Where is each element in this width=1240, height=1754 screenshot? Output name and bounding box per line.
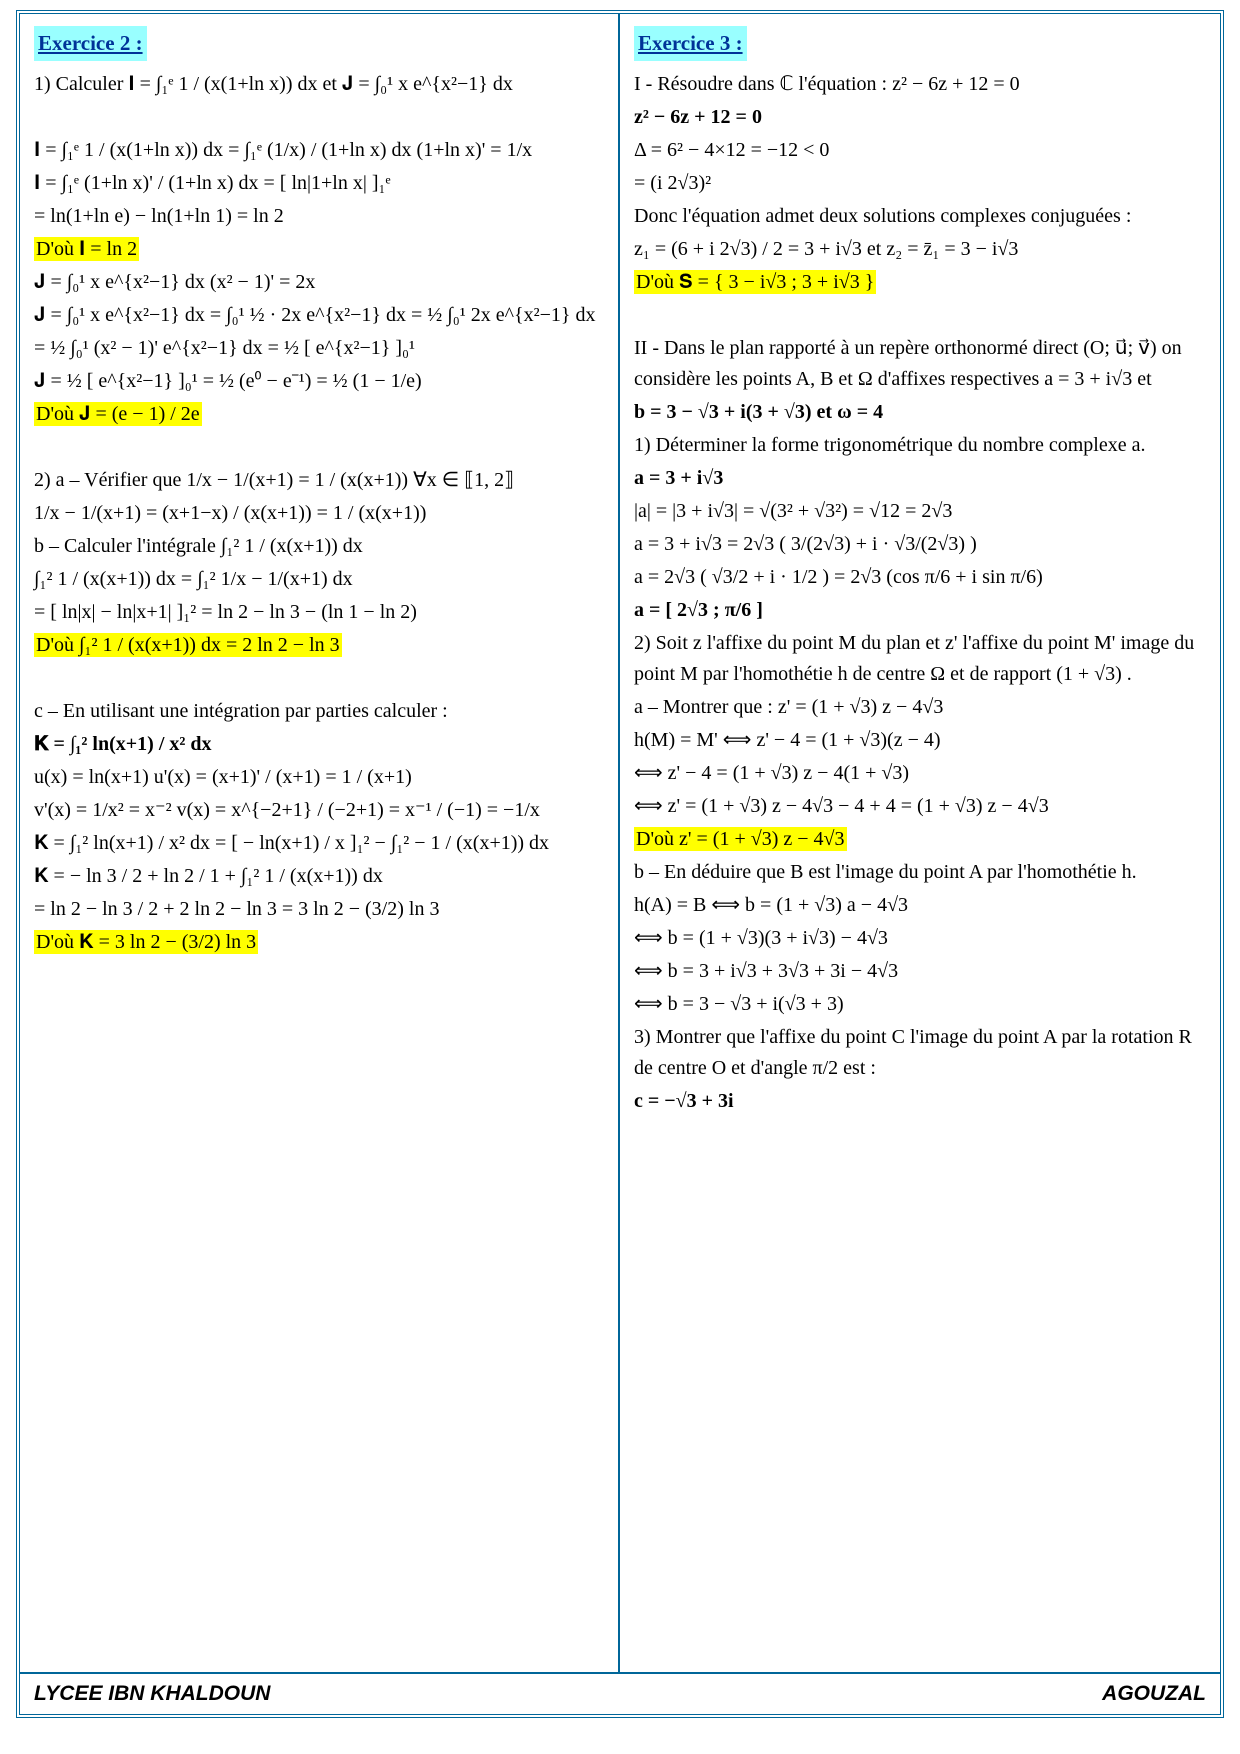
ex3-line: a = [ 2√3 ; π/6 ] <box>634 595 1206 626</box>
ex2-line: u(x) = ln(x+1) u'(x) = (x+1)' / (x+1) = … <box>34 762 604 793</box>
ex2-line: v'(x) = 1/x² = x⁻² v(x) = x^{−2+1} / (−2… <box>34 795 604 826</box>
two-column-content: Exercice 2 : 1) Calculer 𝐈 = ∫₁ᵉ 1 / (x(… <box>20 14 1220 1672</box>
ex2-line: = ln(1+ln e) − ln(1+ln 1) = ln 2 <box>34 201 604 232</box>
ex2-line: 𝐉 = ½ [ e^{x²−1} ]₀¹ = ½ (e⁰ − e⁻¹) = ½ … <box>34 366 604 397</box>
ex3-line: b = 3 − √3 + i(3 + √3) et ω = 4 <box>634 397 1206 428</box>
ex2-result-integral: D'où ∫₁² 1 / (x(x+1)) dx = 2 ln 2 − ln 3 <box>34 633 342 657</box>
right-column: Exercice 3 : I - Résoudre dans ℂ l'équat… <box>620 14 1220 1672</box>
ex3-line: ⟺ z' = (1 + √3) z − 4√3 − 4 + 4 = (1 + √… <box>634 791 1206 822</box>
ex3-line: h(M) = M' ⟺ z' − 4 = (1 + √3)(z − 4) <box>634 725 1206 756</box>
ex2-line: = [ ln|x| − ln|x+1| ]₁² = ln 2 − ln 3 − … <box>34 597 604 628</box>
ex2-line: b – Calculer l'intégrale ∫₁² 1 / (x(x+1)… <box>34 531 604 562</box>
ex2-line: 1) Calculer 𝐈 = ∫₁ᵉ 1 / (x(1+ln x)) dx e… <box>34 69 604 100</box>
ex3-line: ⟺ b = 3 − √3 + i(√3 + 3) <box>634 989 1206 1020</box>
ex2-line: 2) a – Vérifier que 1/x − 1/(x+1) = 1 / … <box>34 465 604 496</box>
ex3-line: Donc l'équation admet deux solutions com… <box>634 201 1206 232</box>
footer-left: LYCEE IBN KHALDOUN <box>34 1682 270 1706</box>
ex3-line: a = 2√3 ( √3/2 + i · 1/2 ) = 2√3 (cos π/… <box>634 562 1206 593</box>
ex3-line: h(A) = B ⟺ b = (1 + √3) a − 4√3 <box>634 890 1206 921</box>
ex2-line: = ln 2 − ln 3 / 2 + 2 ln 2 − ln 3 = 3 ln… <box>34 894 604 925</box>
ex3-line: a – Montrer que : z' = (1 + √3) z − 4√3 <box>634 692 1206 723</box>
ex2-line: ∫₁² 1 / (x(x+1)) dx = ∫₁² 1/x − 1/(x+1) … <box>34 564 604 595</box>
ex2-result-K: D'où 𝐊 = 3 ln 2 − (3/2) ln 3 <box>34 930 258 954</box>
ex3-line: Δ = 6² − 4×12 = −12 < 0 <box>634 135 1206 166</box>
ex2-line: c – En utilisant une intégration par par… <box>34 696 604 727</box>
ex3-line: = (i 2√3)² <box>634 168 1206 199</box>
ex3-line: z² − 6z + 12 = 0 <box>634 102 1206 133</box>
page-frame: Exercice 2 : 1) Calculer 𝐈 = ∫₁ᵉ 1 / (x(… <box>16 10 1224 1718</box>
ex2-line: 𝐉 = ∫₀¹ x e^{x²−1} dx = ∫₀¹ ½ · 2x e^{x²… <box>34 300 604 331</box>
ex3-line: z₁ = (6 + i 2√3) / 2 = 3 + i√3 et z₂ = z… <box>634 234 1206 265</box>
ex3-line: c = −√3 + 3i <box>634 1086 1206 1117</box>
left-column: Exercice 2 : 1) Calculer 𝐈 = ∫₁ᵉ 1 / (x(… <box>20 14 620 1672</box>
ex3-result-S: D'où 𝐒 = { 3 − i√3 ; 3 + i√3 } <box>634 270 876 294</box>
ex3-line: a = 3 + i√3 = 2√3 ( 3/(2√3) + i · √3/(2√… <box>634 529 1206 560</box>
ex2-result-J: D'où 𝐉 = (e − 1) / 2e <box>34 402 202 426</box>
ex2-result-I: D'où 𝐈 = ln 2 <box>34 237 139 261</box>
ex2-line: = ½ ∫₀¹ (x² − 1)' e^{x²−1} dx = ½ [ e^{x… <box>34 333 604 364</box>
ex2-line: 1/x − 1/(x+1) = (x+1−x) / (x(x+1)) = 1 /… <box>34 498 604 529</box>
ex2-line: 𝐈 = ∫₁ᵉ 1 / (x(1+ln x)) dx = ∫₁ᵉ (1/x) /… <box>34 135 604 166</box>
ex3-result-zprime: D'où z' = (1 + √3) z − 4√3 <box>634 827 847 851</box>
ex3-line: 3) Montrer que l'affixe du point C l'ima… <box>634 1022 1206 1084</box>
ex2-line: 𝐊 = − ln 3 / 2 + ln 2 / 1 + ∫₁² 1 / (x(x… <box>34 861 604 892</box>
ex3-line: b – En déduire que B est l'image du poin… <box>634 857 1206 888</box>
page-footer: LYCEE IBN KHALDOUN AGOUZAL <box>20 1672 1220 1714</box>
exercise-3-title: Exercice 3 : <box>634 26 747 61</box>
ex3-line: a = 3 + i√3 <box>634 463 1206 494</box>
ex3-line: ⟺ z' − 4 = (1 + √3) z − 4(1 + √3) <box>634 758 1206 789</box>
ex3-line: |a| = |3 + i√3| = √(3² + √3²) = √12 = 2√… <box>634 496 1206 527</box>
ex2-line: 𝐈 = ∫₁ᵉ (1+ln x)' / (1+ln x) dx = [ ln|1… <box>34 168 604 199</box>
exercise-2-title: Exercice 2 : <box>34 26 147 61</box>
footer-right: AGOUZAL <box>1102 1682 1206 1706</box>
ex2-line: 𝐉 = ∫₀¹ x e^{x²−1} dx (x² − 1)' = 2x <box>34 267 604 298</box>
ex3-line: II - Dans le plan rapporté à un repère o… <box>634 333 1206 395</box>
ex3-line: ⟺ b = 3 + i√3 + 3√3 + 3i − 4√3 <box>634 956 1206 987</box>
ex3-line: 1) Déterminer la forme trigonométrique d… <box>634 430 1206 461</box>
ex3-line: I - Résoudre dans ℂ l'équation : z² − 6z… <box>634 69 1206 100</box>
ex3-line: 2) Soit z l'affixe du point M du plan et… <box>634 628 1206 690</box>
ex2-line: 𝐊 = ∫₁² ln(x+1) / x² dx <box>34 729 604 760</box>
ex3-line: ⟺ b = (1 + √3)(3 + i√3) − 4√3 <box>634 923 1206 954</box>
ex2-line: 𝐊 = ∫₁² ln(x+1) / x² dx = [ − ln(x+1) / … <box>34 828 604 859</box>
